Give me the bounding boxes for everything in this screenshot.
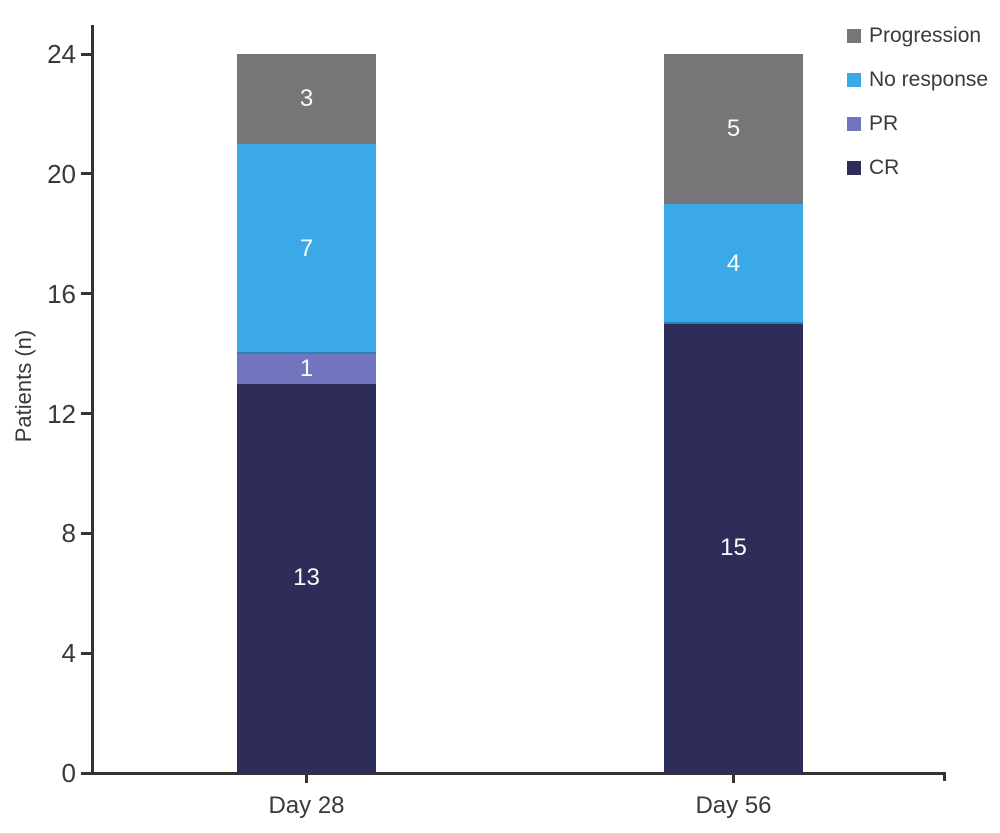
y-tick-mark	[81, 531, 91, 535]
x-category-label: Day 28	[268, 792, 345, 819]
bar-segment-progression	[664, 54, 803, 204]
bar-value-label: 15	[720, 534, 747, 562]
legend: Progression No response PR CR	[847, 14, 988, 190]
bar-value-label: 1	[299, 354, 314, 382]
bar-segment-pr	[237, 353, 376, 384]
y-tick-label: 4	[61, 638, 76, 669]
legend-item-no-response: No response	[847, 58, 988, 102]
legend-swatch-icon	[847, 161, 861, 175]
y-tick-label: 24	[47, 39, 76, 69]
x-axis-line	[91, 772, 946, 775]
legend-swatch-icon	[847, 117, 861, 131]
bar-value-label: 4	[726, 249, 741, 277]
legend-item-cr: CR	[847, 146, 988, 190]
bar-value-label: 3	[299, 84, 314, 112]
y-tick-label: 12	[47, 398, 76, 429]
y-axis-line	[91, 25, 94, 775]
y-tick-label: 16	[47, 278, 76, 309]
y-tick-mark	[81, 412, 91, 415]
y-tick-mark	[81, 771, 91, 775]
bar-value-label: 13	[293, 564, 320, 592]
y-tick-label: 0	[61, 758, 76, 788]
bar-segment-no-response	[664, 203, 803, 324]
x-axis-end-tick	[943, 773, 946, 781]
bar-segment-cr	[664, 323, 803, 773]
x-category-label: Day 56	[695, 792, 772, 819]
legend-label: PR	[869, 112, 899, 135]
y-tick-label: 8	[61, 518, 76, 549]
legend-label: CR	[869, 156, 900, 179]
legend-item-pr: PR	[847, 102, 988, 146]
bar-segment-progression	[237, 54, 376, 144]
bar-value-label: 5	[726, 114, 741, 142]
bar-value-label: 7	[299, 234, 314, 262]
y-tick-mark	[81, 651, 91, 655]
y-tick-mark	[81, 292, 91, 296]
x-tick-mark	[732, 775, 735, 783]
bar-segment-no-response	[237, 143, 376, 354]
legend-swatch-icon	[847, 29, 861, 43]
y-tick-mark	[81, 52, 91, 56]
legend-label: Progression	[869, 24, 982, 47]
y-tick-mark	[81, 172, 91, 176]
legend-item-progression: Progression	[847, 14, 988, 58]
bar-segment-cr	[237, 383, 376, 773]
x-tick-mark	[305, 775, 308, 783]
y-tick-label: 20	[47, 158, 76, 189]
legend-swatch-icon	[847, 73, 861, 87]
legend-label: No response	[869, 68, 989, 91]
